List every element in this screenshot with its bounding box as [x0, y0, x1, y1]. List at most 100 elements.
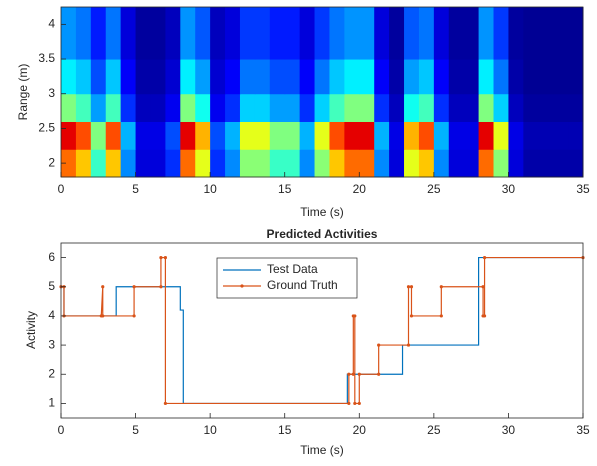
heat-cell	[284, 149, 301, 178]
heat-cell	[269, 121, 286, 150]
heat-cell	[225, 149, 241, 178]
y-tick-label: 3.5	[38, 51, 55, 65]
legend-marker	[240, 284, 244, 288]
heat-cell	[568, 149, 584, 178]
heat-cell	[389, 7, 405, 60]
heat-cell	[75, 121, 92, 150]
heat-cell	[239, 121, 256, 150]
heat-cell	[135, 93, 151, 122]
heat-cell	[105, 59, 122, 95]
heat-cell	[493, 93, 509, 122]
y-tick-label: 2	[48, 366, 55, 380]
heat-cell	[374, 7, 390, 60]
heat-cell	[165, 149, 181, 178]
x-tick-label: 20	[353, 423, 367, 437]
heat-cell	[493, 121, 509, 150]
heat-cell	[359, 121, 375, 150]
heat-cell	[120, 93, 137, 122]
point	[409, 314, 414, 318]
heat-cell	[553, 7, 569, 60]
heat-cell	[75, 7, 92, 60]
point	[439, 285, 443, 289]
heat-cell	[478, 93, 495, 122]
x-tick-label: 15	[278, 182, 292, 196]
x-tick-label: 0	[58, 182, 65, 196]
heat-cell	[284, 121, 301, 150]
heat-cell	[568, 93, 584, 122]
y-tick-label: 6	[48, 250, 55, 264]
point	[132, 285, 136, 289]
x-tick-label: 10	[203, 182, 217, 196]
heat-cell	[195, 149, 211, 178]
heat-cell	[463, 59, 480, 95]
legend-label: Ground Truth	[267, 278, 338, 292]
x-tick-label: 35	[576, 182, 590, 196]
y-axis-label: Range (m)	[16, 64, 30, 121]
heat-cell	[433, 7, 450, 60]
point	[377, 343, 381, 347]
heat-cell	[210, 59, 226, 95]
heat-cell	[493, 7, 509, 60]
point	[439, 314, 443, 318]
heat-cell	[433, 59, 450, 95]
point	[406, 343, 411, 347]
heat-cell	[463, 121, 480, 150]
chart-title: Predicted Activities	[267, 227, 378, 241]
heat-cell	[299, 149, 316, 178]
heat-cell	[90, 149, 107, 178]
heat-cell	[165, 7, 181, 60]
x-tick-label: 15	[278, 423, 292, 437]
point	[357, 401, 361, 406]
heat-cell	[404, 93, 420, 122]
heat-cell	[344, 59, 360, 95]
heat-cell	[135, 149, 151, 178]
heat-cell	[314, 93, 330, 122]
heat-cell	[254, 7, 271, 60]
heat-cell	[478, 59, 495, 95]
heat-cell	[568, 7, 584, 60]
heat-cell	[463, 149, 480, 178]
heat-cell	[284, 59, 301, 95]
heat-cell	[404, 121, 420, 150]
heat-cell	[90, 93, 107, 122]
heat-cell	[210, 121, 226, 150]
heat-cell	[568, 121, 584, 150]
heat-cell	[135, 59, 151, 95]
heat-cell	[239, 93, 256, 122]
heat-cell	[433, 149, 450, 178]
heat-cell	[493, 59, 509, 95]
heat-cell	[329, 93, 345, 122]
heat-cell	[269, 59, 286, 95]
y-tick-label: 2	[48, 155, 55, 169]
heat-cell	[448, 93, 465, 122]
heat-cell	[374, 121, 390, 150]
y-tick-label: 4	[48, 17, 55, 31]
x-tick-label: 30	[502, 182, 516, 196]
heat-cell	[523, 59, 539, 95]
heat-cell	[448, 121, 465, 150]
heat-cell	[165, 59, 181, 95]
heat-cell	[448, 7, 465, 60]
y-tick-label: 1	[48, 396, 55, 410]
heat-cell	[359, 7, 375, 60]
heat-cell	[299, 59, 316, 95]
point	[482, 314, 487, 318]
heat-cell	[210, 149, 226, 178]
heat-cell	[120, 121, 137, 150]
heat-cell	[180, 7, 196, 60]
heat-cell	[269, 149, 286, 178]
axes-box	[60, 242, 584, 419]
heat-cell	[463, 93, 480, 122]
heat-cell	[433, 121, 450, 150]
heat-cell	[329, 7, 345, 60]
heat-cell	[254, 121, 271, 150]
heat-cell	[329, 121, 345, 150]
x-tick-label: 5	[132, 182, 139, 196]
heat-cell	[284, 93, 301, 122]
heat-cell	[404, 7, 420, 60]
heat-cell	[210, 93, 226, 122]
axes-box	[60, 6, 584, 178]
heat-cell	[225, 93, 241, 122]
heat-cell	[75, 93, 92, 122]
